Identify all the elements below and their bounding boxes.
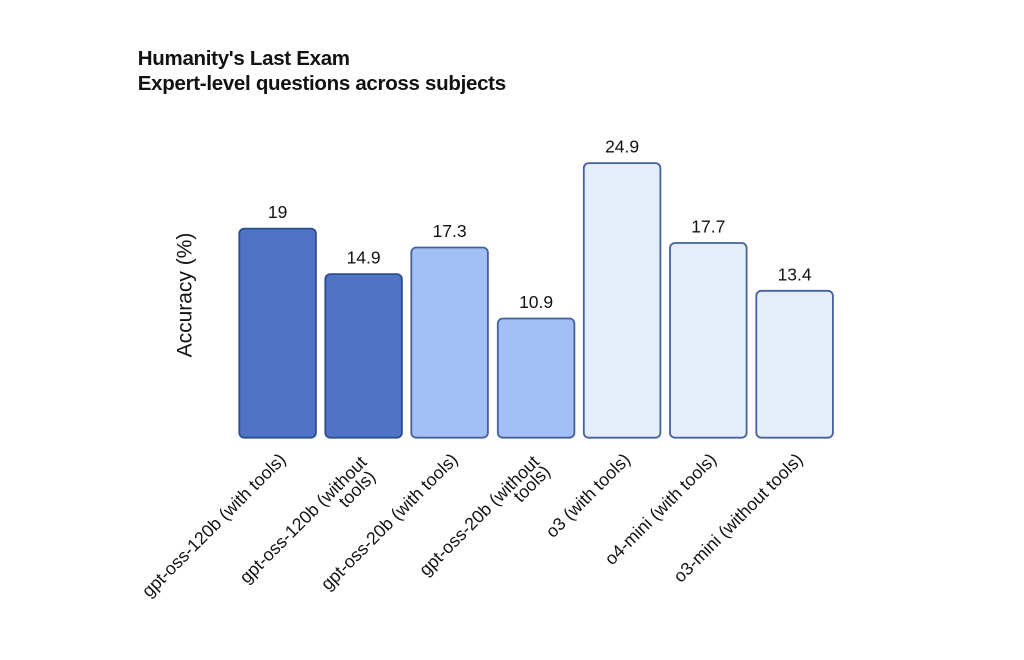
svg-text:24.9: 24.9 — [605, 137, 639, 157]
svg-text:17.7: 17.7 — [691, 217, 725, 237]
svg-text:13.4: 13.4 — [778, 264, 812, 284]
svg-text:Humanity's Last Exam: Humanity's Last Exam — [138, 47, 350, 70]
svg-text:19: 19 — [268, 202, 287, 222]
svg-text:10.9: 10.9 — [519, 292, 553, 312]
svg-text:14.9: 14.9 — [347, 248, 381, 268]
svg-text:Expert-level questions across: Expert-level questions across subjects — [138, 72, 506, 95]
svg-text:17.3: 17.3 — [433, 221, 467, 241]
svg-text:Accuracy (%): Accuracy (%) — [174, 233, 197, 358]
